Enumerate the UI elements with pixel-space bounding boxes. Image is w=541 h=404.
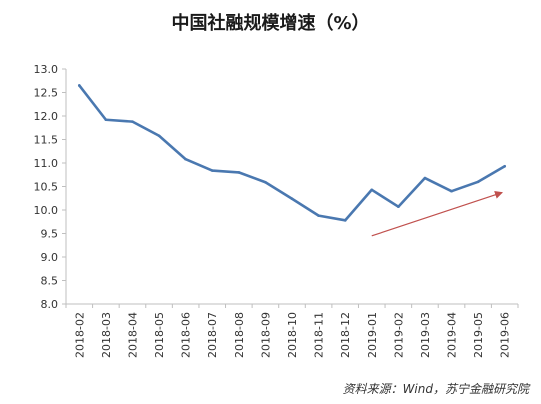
data-point: [210, 169, 214, 172]
trend-arrow: [371, 191, 503, 237]
data-point: [131, 120, 134, 123]
x-tick-label: 2018-05: [153, 312, 166, 358]
x-axis: 2018-02 2018-03 2018-04 2018-05 2018-06 2018-…: [65, 303, 519, 358]
y-tick-label: 8.0: [41, 298, 59, 311]
data-point: [370, 188, 374, 192]
y-tick-label: 8.5: [41, 275, 59, 288]
x-tick-label: 2018-12: [339, 312, 352, 358]
x-tick-label: 2018-10: [286, 312, 299, 358]
data-point: [503, 164, 507, 168]
source-note: 资料来源：Wind，苏宁金融研究院: [342, 382, 529, 396]
x-tick-label: 2019-06: [499, 312, 512, 358]
y-tick-label: 11.0: [34, 157, 59, 170]
data-point: [423, 176, 427, 180]
x-tick-label: 2018-08: [233, 312, 246, 358]
x-tick-label: 2018-03: [100, 312, 113, 358]
data-point: [397, 205, 400, 209]
y-tick-label: 11.5: [34, 134, 59, 147]
y-tick-label: 12.5: [34, 87, 59, 100]
x-tick-label: 2018-07: [206, 312, 219, 358]
series-layer: [77, 84, 507, 222]
x-tick-label: 2018-11: [313, 312, 326, 358]
data-point: [237, 171, 241, 174]
y-tick-label: 13.0: [34, 63, 59, 76]
x-tick-label: 2019-04: [446, 312, 459, 358]
x-tick-label: 2018-04: [126, 312, 139, 358]
annotation-layer: [371, 191, 503, 237]
x-tick-label: 2019-02: [392, 312, 405, 358]
data-point: [450, 189, 453, 193]
x-tick-label: 2019-03: [419, 312, 432, 358]
y-tick-label: 10.0: [34, 204, 59, 217]
data-point: [184, 157, 187, 161]
data-point: [104, 118, 108, 122]
x-tick-label: 2019-01: [366, 312, 379, 358]
x-tick-label: 2018-02: [73, 312, 86, 358]
y-axis: 8.0 8.5 9.0 9.5 10.0 10.5 11.0 11.5 12.0 12.5 13.0: [34, 63, 67, 311]
data-point: [476, 180, 480, 184]
series-line: [77, 84, 507, 222]
x-tick-label: 2018-06: [180, 312, 193, 358]
data-point: [77, 84, 81, 87]
data-point: [343, 219, 347, 222]
y-tick-label: 10.5: [34, 181, 59, 194]
y-tick-label: 9.0: [41, 251, 59, 264]
data-point: [317, 214, 320, 217]
x-tick-label: 2018-09: [259, 312, 272, 358]
data-point: [290, 197, 294, 201]
y-tick-label: 12.0: [34, 110, 59, 123]
data-point: [157, 134, 161, 138]
y-tick-label: 9.5: [41, 228, 59, 241]
chart-title: 中国社融规模增速（%）: [171, 13, 370, 34]
data-point: [264, 180, 267, 184]
x-tick-label: 2019-05: [472, 312, 485, 358]
